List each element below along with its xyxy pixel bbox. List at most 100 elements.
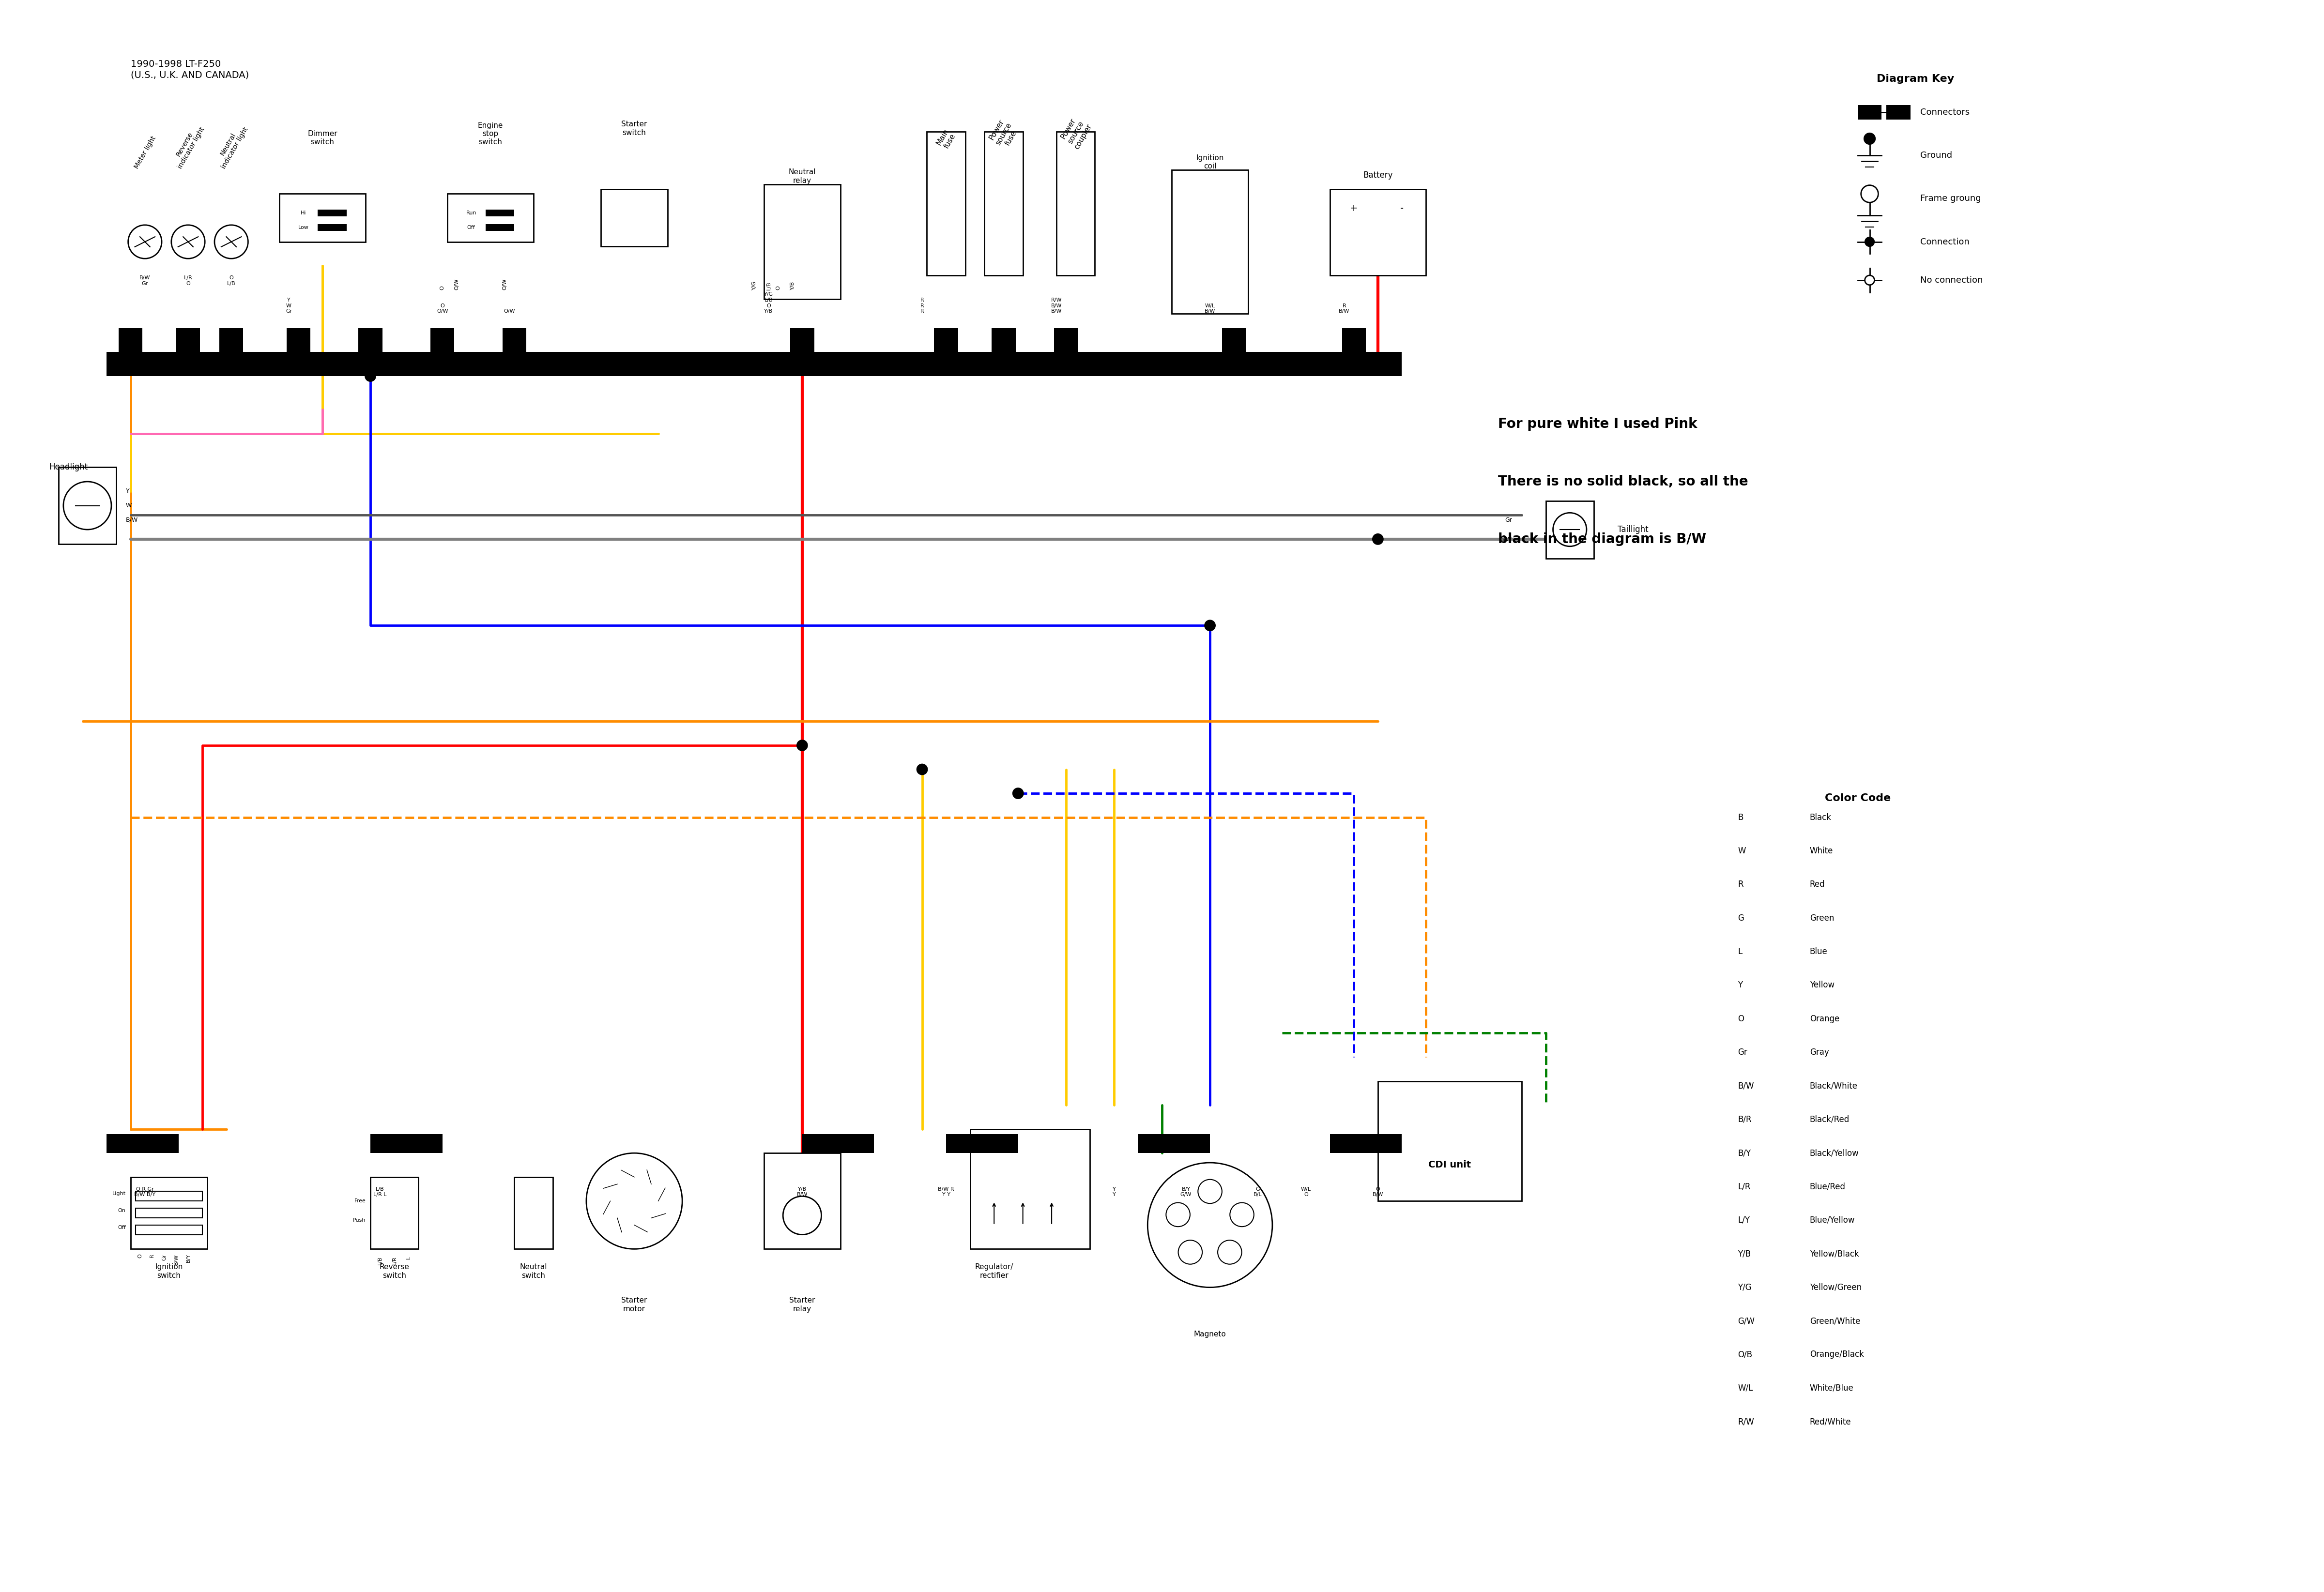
Text: B/W: B/W	[1738, 1081, 1755, 1091]
Text: L: L	[407, 1256, 411, 1259]
Bar	[946, 1134, 1018, 1153]
Circle shape	[1371, 533, 1383, 544]
Text: Black: Black	[1810, 814, 1831, 821]
Text: Y/G
L/B
O
Y/B: Y/G L/B O Y/B	[765, 291, 774, 314]
Text: R: R	[149, 1254, 156, 1258]
Text: B/W: B/W	[125, 517, 137, 524]
Text: White/Blue: White/Blue	[1810, 1383, 1855, 1393]
Text: O: O	[137, 1254, 142, 1258]
Bar	[802, 1134, 874, 1153]
Circle shape	[1864, 132, 1875, 145]
Text: B/W: B/W	[174, 1254, 179, 1264]
Text: Neutral
switch: Neutral switch	[521, 1264, 546, 1278]
Bar	[218, 328, 244, 352]
Circle shape	[1862, 185, 1878, 202]
Text: Diagram Key: Diagram Key	[1875, 73, 1954, 84]
Text: Reverse
switch: Reverse switch	[379, 1264, 409, 1278]
Circle shape	[916, 764, 927, 775]
Text: Y: Y	[1738, 981, 1743, 990]
Text: Gr: Gr	[1506, 517, 1513, 524]
Text: White: White	[1810, 847, 1834, 855]
Text: W/L
B/W: W/L B/W	[1204, 304, 1215, 314]
Text: O
O/W: O O/W	[437, 304, 449, 314]
Text: L/Y: L/Y	[1738, 1216, 1750, 1224]
Text: G/W: G/W	[1738, 1317, 1755, 1325]
Bar	[486, 210, 514, 217]
Text: Connection: Connection	[1920, 237, 1968, 247]
Text: Y/B: Y/B	[1738, 1250, 1750, 1258]
Text: Blue/Red: Blue/Red	[1810, 1183, 1845, 1191]
Text: No connection: No connection	[1920, 275, 1982, 285]
Text: 1990-1998 LT-F250
(U.S., U.K. AND CANADA): 1990-1998 LT-F250 (U.S., U.K. AND CANADA…	[130, 59, 249, 80]
Circle shape	[1864, 275, 1875, 285]
Text: Black/Yellow: Black/Yellow	[1810, 1149, 1859, 1157]
Bar	[135, 1208, 202, 1218]
Circle shape	[797, 740, 809, 751]
Text: Orange: Orange	[1810, 1014, 1838, 1024]
Bar	[1857, 105, 1882, 119]
Text: Yellow/Green: Yellow/Green	[1810, 1283, 1862, 1291]
Text: CDI unit: CDI unit	[1429, 1161, 1471, 1170]
Bar	[969, 1129, 1090, 1250]
Text: On: On	[119, 1208, 125, 1213]
Bar	[985, 132, 1023, 275]
Text: B/W
Gr: B/W Gr	[139, 275, 151, 287]
Text: Y/B: Y/B	[790, 280, 795, 290]
Bar	[446, 194, 535, 242]
Text: B/Y: B/Y	[1738, 1149, 1750, 1157]
Text: B/W: B/W	[1499, 537, 1513, 543]
Text: Blue: Blue	[1810, 947, 1827, 955]
Circle shape	[172, 224, 205, 258]
Bar	[934, 328, 957, 352]
Bar	[1222, 328, 1246, 352]
Text: Red: Red	[1810, 880, 1824, 888]
Text: Neutral
indicator light: Neutral indicator light	[214, 123, 249, 170]
Text: Power
source
fuse: Power source fuse	[988, 118, 1020, 151]
Bar	[1887, 105, 1910, 119]
Text: Y/G: Y/G	[1738, 1283, 1752, 1291]
Circle shape	[1204, 619, 1215, 632]
Text: Off: Off	[119, 1224, 125, 1231]
Text: O
L/B: O L/B	[228, 275, 235, 287]
Bar	[1055, 328, 1078, 352]
Text: Starter
relay: Starter relay	[790, 1297, 816, 1313]
Text: Neutral
relay: Neutral relay	[788, 169, 816, 185]
Bar	[107, 1134, 179, 1153]
Text: R/W: R/W	[1738, 1417, 1755, 1426]
Bar	[1341, 328, 1367, 352]
Bar	[430, 328, 456, 352]
Text: O: O	[439, 285, 444, 290]
Text: Battery: Battery	[1362, 170, 1392, 180]
Circle shape	[214, 224, 249, 258]
Text: B/Y
G/W: B/Y G/W	[1181, 1186, 1192, 1197]
Bar	[135, 1224, 202, 1235]
Text: G
B/L: G B/L	[1253, 1186, 1262, 1197]
Text: R: R	[1738, 880, 1743, 888]
Text: Y/B
B/W: Y/B B/W	[797, 1186, 809, 1197]
Text: black in the diagram is B/W: black in the diagram is B/W	[1499, 532, 1706, 546]
Bar	[1378, 1081, 1522, 1200]
Circle shape	[586, 1153, 683, 1250]
Circle shape	[63, 482, 112, 530]
Bar	[486, 224, 514, 231]
Text: Starter
motor: Starter motor	[621, 1297, 646, 1313]
Text: Gr: Gr	[1738, 1048, 1748, 1057]
Text: Y
Y: Y Y	[1113, 1186, 1116, 1197]
Text: O
B/W: O B/W	[1373, 1186, 1383, 1197]
Circle shape	[365, 371, 376, 382]
Bar	[58, 466, 116, 544]
Circle shape	[128, 224, 163, 258]
Bar	[600, 189, 667, 247]
Circle shape	[1178, 1240, 1202, 1264]
Circle shape	[1148, 1162, 1271, 1288]
Text: Red/White: Red/White	[1810, 1417, 1852, 1426]
Text: Ground: Ground	[1920, 151, 1952, 159]
Bar	[1329, 1134, 1401, 1153]
Text: Gray: Gray	[1810, 1048, 1829, 1057]
Bar	[1139, 1134, 1211, 1153]
Text: O: O	[1738, 1014, 1743, 1024]
Text: Yellow: Yellow	[1810, 981, 1834, 990]
Bar	[765, 1153, 841, 1250]
Bar	[119, 328, 142, 352]
Text: Taillight: Taillight	[1618, 525, 1648, 533]
